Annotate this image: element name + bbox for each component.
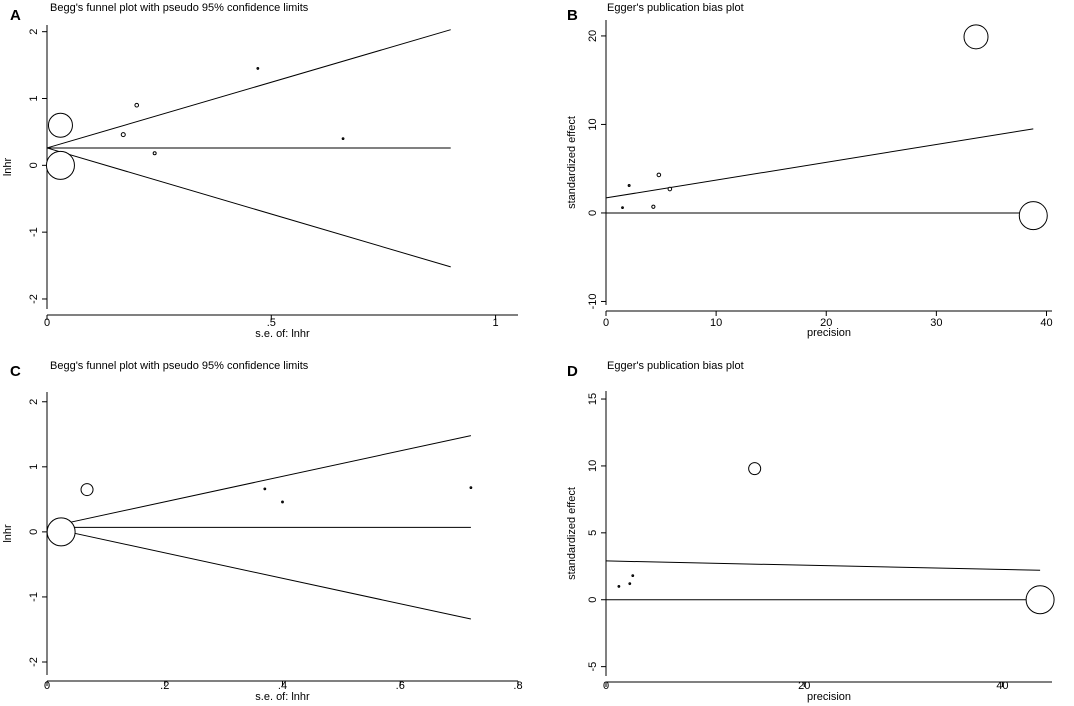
data-point-a — [341, 137, 345, 141]
x-tick-label-c: .8 — [513, 680, 522, 692]
y-tick-label-d: -5 — [587, 662, 599, 672]
data-point-b — [656, 172, 662, 178]
data-point-d — [617, 584, 621, 588]
y-tick-label-a: 2 — [28, 29, 40, 35]
data-point-b — [667, 186, 673, 192]
y-axis-label-a: lnhr — [2, 157, 14, 176]
y-tick-label-d: 10 — [587, 460, 599, 472]
x-tick-label-c: 0 — [44, 680, 50, 692]
x-tick-label-b: 20 — [820, 317, 832, 329]
y-tick-label-b: 20 — [587, 30, 599, 42]
series-line-regression-line-b — [605, 128, 1034, 199]
x-tick-label-b: 30 — [930, 317, 942, 329]
series-line-upper-95-limit-a — [46, 29, 451, 149]
panel-letter-c: C — [10, 363, 21, 380]
data-point-a — [47, 112, 73, 138]
y-tick-label-b: 10 — [587, 118, 599, 130]
series-line-upper-95-limit-c — [46, 435, 472, 528]
x-tick-label-d: 40 — [996, 680, 1008, 692]
x-axis-label-d: precision — [807, 691, 851, 703]
y-tick-label-c: -2 — [28, 657, 40, 667]
data-point-b — [1018, 201, 1048, 231]
plot-title-b: Egger's publication bias plot — [607, 2, 744, 14]
panel-letter-d: D — [567, 363, 578, 380]
panel-c-begg-funnel-plot: C Begg's funnel plot with pseudo 95% conf… — [2, 360, 523, 703]
x-tick-label-c: .4 — [278, 680, 287, 692]
x-tick-label-b: 10 — [710, 317, 722, 329]
data-point-d — [1025, 585, 1055, 615]
series-line-regression-line-d — [605, 560, 1041, 571]
y-tick-label-c: -1 — [28, 592, 40, 602]
y-tick-label-c: 0 — [28, 529, 40, 535]
panel-b-egger-bias-plot: B Egger's publication bias plot -10 0 10 20 0 1… — [566, 2, 1053, 339]
y-tick-label-b: -10 — [587, 294, 599, 310]
data-point-b — [963, 24, 989, 50]
data-point-d — [628, 582, 632, 586]
y-tick-label-a: -1 — [28, 227, 40, 237]
x-tick-label-a: 0 — [44, 317, 50, 329]
panel-letter-a: A — [10, 7, 21, 24]
data-point-c — [469, 486, 473, 490]
data-point-a — [45, 150, 75, 180]
data-point-b — [621, 206, 624, 210]
data-point-a — [256, 67, 260, 70]
x-tick-label-c: .2 — [160, 680, 169, 692]
y-tick-label-b: 0 — [587, 210, 599, 216]
series-line-lower-95-limit-a — [46, 147, 451, 268]
y-axis-label-c: lnhr — [2, 524, 14, 543]
y-tick-label-d: 15 — [587, 393, 599, 405]
x-tick-label-b: 0 — [603, 317, 609, 329]
x-tick-label-d: 20 — [798, 680, 810, 692]
series-line-lower-95-limit-c — [46, 526, 472, 620]
y-tick-label-d: 5 — [587, 530, 599, 536]
x-axis-label-b: precision — [807, 327, 851, 339]
y-tick-label-d: 0 — [587, 597, 599, 603]
plot-title-c: Begg's funnel plot with pseudo 95% confi… — [50, 360, 309, 372]
panel-d-egger-bias-plot: D Egger's publication bias plot -5 0 5 10 15 0 2… — [566, 360, 1055, 703]
plot-title-a: Begg's funnel plot with pseudo 95% confi… — [50, 2, 309, 14]
panel-a-begg-funnel-plot: A Begg's funnel plot with pseudo 95% conf… — [2, 2, 518, 340]
data-point-c — [46, 517, 76, 547]
data-point-a — [134, 102, 140, 108]
x-axis-label-a: s.e. of: lnhr — [255, 328, 310, 340]
data-point-c — [263, 487, 267, 491]
plot-title-d: Egger's publication bias plot — [607, 360, 744, 372]
x-tick-label-b: 40 — [1040, 317, 1052, 329]
data-point-c — [281, 500, 284, 504]
data-point-d — [631, 574, 635, 578]
data-point-d — [748, 462, 762, 476]
y-tick-label-a: -2 — [28, 294, 40, 304]
data-point-a — [152, 151, 157, 156]
y-tick-label-a: 1 — [28, 95, 40, 101]
y-axis-label-b: standardized effect — [566, 116, 578, 209]
x-axis-label-c: s.e. of: lnhr — [255, 691, 310, 703]
x-tick-label-a: .5 — [267, 317, 276, 329]
x-tick-label-a: 1 — [493, 317, 499, 329]
data-point-b — [651, 204, 656, 209]
panel-letter-b: B — [567, 7, 578, 24]
x-tick-label-d: 0 — [603, 680, 609, 692]
y-tick-label-c: 1 — [28, 464, 40, 470]
x-tick-label-c: .6 — [396, 680, 405, 692]
data-point-b — [627, 184, 631, 188]
data-point-a — [120, 132, 126, 138]
y-tick-label-a: 0 — [28, 162, 40, 168]
data-point-c — [80, 483, 94, 497]
y-axis-label-d: standardized effect — [566, 487, 578, 580]
y-tick-label-c: 2 — [28, 399, 40, 405]
